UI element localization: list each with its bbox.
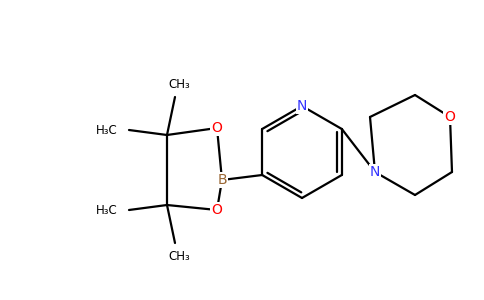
Text: O: O [212, 121, 223, 135]
Text: H₃C: H₃C [96, 203, 118, 217]
Text: N: N [297, 99, 307, 113]
Text: B: B [217, 173, 227, 187]
Text: CH₃: CH₃ [168, 77, 190, 91]
Text: O: O [212, 203, 223, 217]
Text: CH₃: CH₃ [168, 250, 190, 262]
Text: N: N [370, 165, 380, 179]
Text: O: O [445, 110, 455, 124]
Text: H₃C: H₃C [96, 124, 118, 136]
